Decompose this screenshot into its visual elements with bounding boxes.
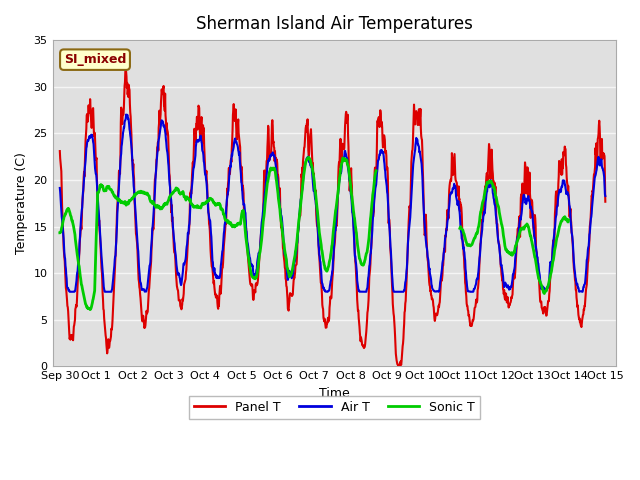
Y-axis label: Temperature (C): Temperature (C) [15,152,28,254]
Air T [602,193,609,199]
Air T [554,203,561,209]
Sonic T [506,251,514,257]
X-axis label: Time: Time [319,387,349,400]
Air T [270,152,278,158]
Panel T [56,148,63,154]
Title: Sherman Island Air Temperatures: Sherman Island Air Temperatures [196,15,473,33]
Panel T [122,65,129,71]
Panel T [417,125,425,131]
Air T [56,185,63,191]
Panel T [554,197,561,203]
Legend: Panel T, Air T, Sonic T: Panel T, Air T, Sonic T [189,396,480,419]
Panel T [270,145,278,151]
Sonic T [56,230,63,236]
Air T [506,286,514,292]
Sonic T [177,192,184,197]
Air T [284,276,291,282]
Air T [575,289,583,295]
Line: Panel T: Panel T [60,68,605,366]
Air T [417,154,424,159]
Panel T [284,296,291,301]
Sonic T [270,167,278,173]
Panel T [507,300,515,305]
Sonic T [554,234,561,240]
Panel T [177,304,184,310]
Panel T [602,199,609,204]
Line: Sonic T: Sonic T [60,157,568,310]
Line: Air T: Air T [60,115,605,292]
Text: SI_mixed: SI_mixed [64,53,126,66]
Sonic T [284,265,291,271]
Air T [122,112,130,118]
Panel T [395,363,403,369]
Air T [177,281,184,287]
